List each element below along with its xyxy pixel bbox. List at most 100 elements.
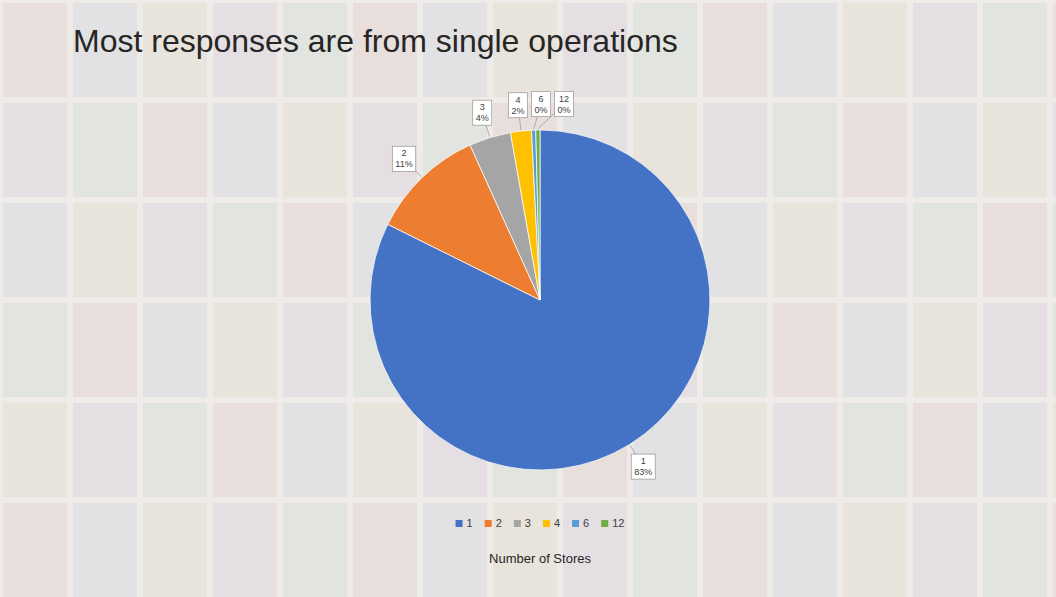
backdrop-tile [913, 203, 977, 297]
backdrop-tile [843, 203, 907, 297]
data-label: 34% [473, 100, 492, 125]
data-label-category: 12 [559, 94, 569, 104]
legend-label: 4 [554, 517, 560, 529]
backdrop-tile [913, 303, 977, 397]
backdrop-tile [73, 203, 137, 297]
backdrop-tile [283, 503, 347, 597]
backdrop-tile [633, 503, 697, 597]
data-label: 42% [509, 93, 528, 118]
backdrop-tile [703, 203, 767, 297]
leaders [404, 104, 643, 467]
backdrop-tile [143, 203, 207, 297]
legend-label: 2 [496, 517, 502, 529]
pie-slice [532, 130, 540, 300]
backdrop-tile [1053, 303, 1056, 397]
backdrop-tile [213, 203, 277, 297]
backdrop-tile [1053, 203, 1056, 297]
data-label-text: 183% [634, 456, 652, 477]
backdrop-tile [283, 403, 347, 497]
backdrop-tile [213, 303, 277, 397]
data-label-text: 60% [535, 94, 548, 115]
data-labels: 183%211%34%42%60%120% [392, 92, 655, 480]
legend-label: 12 [612, 517, 624, 529]
data-label-value: 0% [558, 105, 571, 115]
backdrop-tile [3, 503, 67, 597]
backdrop-tile [843, 403, 907, 497]
data-label: 183% [631, 454, 655, 479]
data-label-category: 1 [641, 456, 646, 466]
backdrop-tile [423, 503, 487, 597]
data-label-text: 42% [512, 95, 525, 116]
data-label-box [509, 93, 528, 118]
backdrop-tile [703, 403, 767, 497]
pie-slice [510, 130, 540, 300]
backdrop-tile [703, 3, 767, 97]
data-label: 211% [392, 146, 415, 171]
data-label-value: 11% [395, 159, 412, 169]
backdrop-tile [773, 103, 837, 197]
chart: 183%211%34%42%60%120%Most responses are … [0, 0, 1056, 597]
backdrop-tile [773, 503, 837, 597]
data-label-category: 6 [539, 94, 544, 104]
data-label-value: 83% [634, 467, 652, 477]
legend-item: 3 [514, 517, 531, 529]
backdrop-tile [983, 3, 1047, 97]
backdrop-tile [1053, 3, 1056, 97]
legend-item: 12 [601, 517, 624, 529]
legend-swatch [514, 520, 521, 527]
data-label-value: 2% [512, 106, 525, 116]
data-label-text: 211% [395, 148, 412, 169]
backdrop-tile [213, 103, 277, 197]
backdrop-tile [353, 503, 417, 597]
backdrop-tile [913, 103, 977, 197]
backdrop-tile [73, 303, 137, 397]
pie-slice [536, 130, 540, 300]
backdrop-tile [703, 303, 767, 397]
backdrop-tile [1053, 503, 1056, 597]
title: Most responses are from single operation… [73, 23, 678, 59]
backdrop-tile [703, 503, 767, 597]
data-label: 120% [555, 92, 574, 117]
data-label-value: 0% [535, 105, 548, 115]
backdrop-tile [73, 503, 137, 597]
backdrop-tile [73, 103, 137, 197]
backdrop-tile [3, 203, 67, 297]
legend-title: Number of Stores [489, 551, 591, 566]
legend-label: 6 [583, 517, 589, 529]
legend-item: 6 [572, 517, 589, 529]
data-label-category: 3 [480, 102, 485, 112]
backdrop-tile [143, 103, 207, 197]
backdrop [3, 3, 1056, 597]
data-label-box [555, 92, 574, 117]
backdrop-tile [3, 403, 67, 497]
backdrop-tile [843, 3, 907, 97]
backdrop-tile [563, 503, 627, 597]
backdrop-tile [213, 403, 277, 497]
backdrop-tile [1053, 103, 1056, 197]
backdrop-tile [283, 103, 347, 197]
data-label-box [532, 92, 551, 117]
backdrop-tile [983, 303, 1047, 397]
backdrop-tile [843, 503, 907, 597]
data-label: 60% [532, 92, 551, 117]
backdrop-tile [913, 503, 977, 597]
pie-slice [370, 130, 710, 470]
legend-item: 1 [456, 517, 473, 529]
backdrop-tile [3, 303, 67, 397]
data-label-box [473, 100, 492, 125]
backdrop-tile [143, 403, 207, 497]
pie [370, 130, 710, 470]
legend-swatch [456, 520, 463, 527]
legend-swatch [485, 520, 492, 527]
backdrop-tile [3, 3, 67, 97]
backdrop-tile [843, 303, 907, 397]
backdrop-tile [283, 203, 347, 297]
legend-item: 2 [485, 517, 502, 529]
data-label-text: 120% [558, 94, 571, 115]
data-label-box [631, 454, 655, 479]
backdrop-tile [143, 503, 207, 597]
legend-swatch [572, 520, 579, 527]
backdrop-tile [353, 103, 417, 197]
legend-swatch [601, 520, 608, 527]
backdrop-tile [913, 3, 977, 97]
